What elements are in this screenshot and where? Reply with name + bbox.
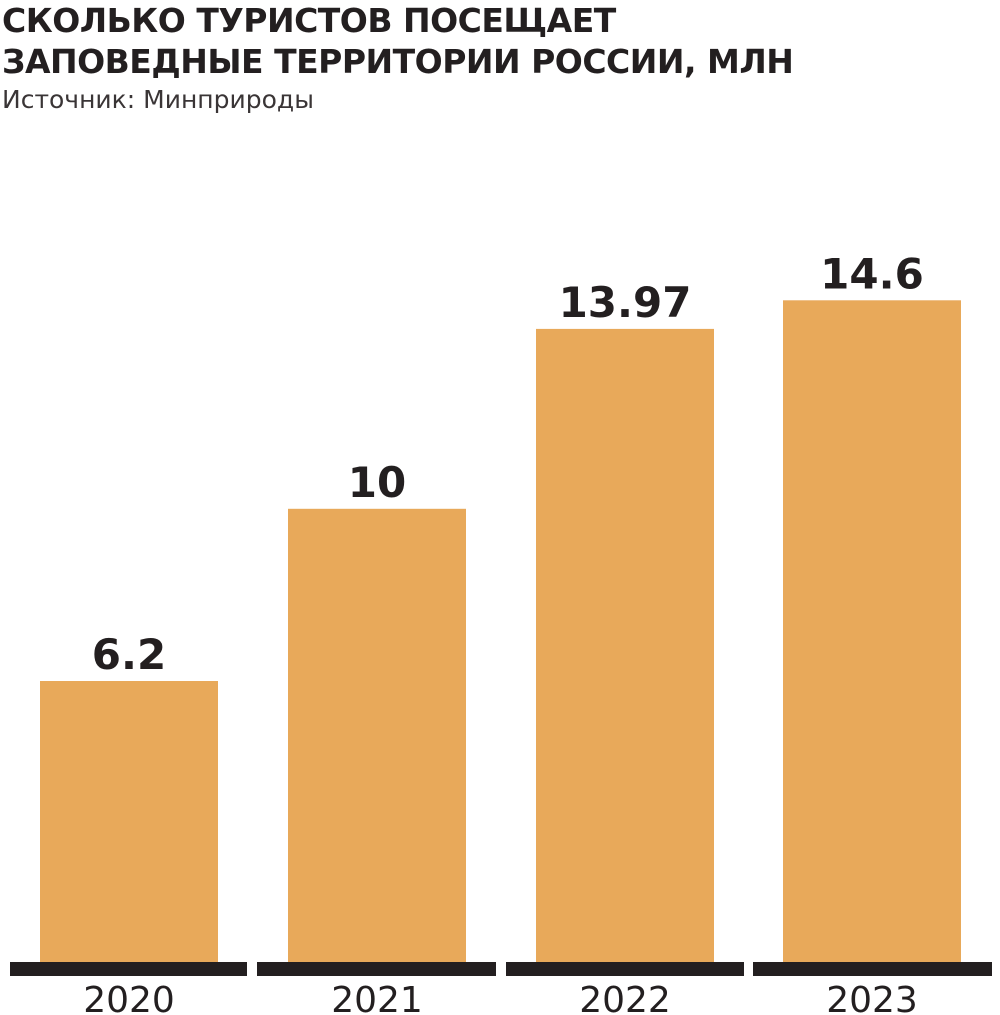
bar-2022 (536, 328, 714, 962)
chart-source: Источник: Минприроды (2, 85, 314, 114)
bar-value-label-2023: 14.6 (820, 249, 924, 298)
chart-title-line-1: СКОЛЬКО ТУРИСТОВ ПОСЕЩАЕТ (2, 1, 616, 40)
x-tick-label-2022: 2022 (579, 980, 671, 1015)
bar-2021 (288, 508, 466, 962)
baseline-segment-2023 (753, 962, 992, 976)
x-tick-label-2020: 2020 (83, 980, 175, 1015)
bar-2023 (783, 300, 961, 962)
x-tick-label-2023: 2023 (826, 980, 918, 1015)
x-tick-label-2021: 2021 (331, 980, 423, 1015)
bar-value-label-2021: 10 (348, 458, 406, 507)
chart-title: СКОЛЬКО ТУРИСТОВ ПОСЕЩАЕТ ЗАПОВЕДНЫЕ ТЕР… (2, 0, 794, 82)
bar-value-label-2020: 6.2 (92, 630, 166, 679)
bar-2020 (40, 681, 218, 962)
baseline-segment-2021 (257, 962, 496, 976)
chart-title-line-2: ЗАПОВЕДНЫЕ ТЕРРИТОРИИ РОССИИ, МЛН (2, 42, 794, 81)
bar-value-label-2022: 13.97 (559, 278, 692, 327)
baseline-segment-2022 (506, 962, 744, 976)
baseline-segment-2020 (10, 962, 247, 976)
